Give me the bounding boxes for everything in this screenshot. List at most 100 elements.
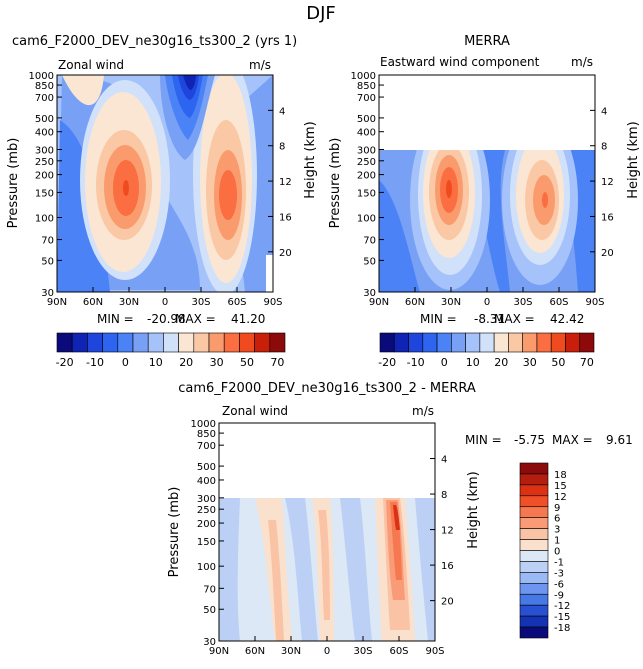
obs-lat-tick-label: 60S (549, 297, 568, 308)
obs-pressure-tick-label: 200 (357, 171, 376, 182)
obs-units: m/s (571, 55, 593, 69)
obs-colorbar-label: -20 (378, 356, 396, 369)
diff-colorbar-swatch (519, 572, 549, 584)
diff-ylabel: Pressure (mb) (167, 487, 182, 578)
obs-min-label: MIN = (420, 312, 457, 326)
diff-height-tick-label: 8 (441, 490, 447, 501)
model-colorbar-label: 10 (149, 356, 163, 369)
diff-pressure-tick-label: 300 (197, 494, 216, 505)
diff-colorbar-label: -3 (554, 568, 564, 579)
model-pressure-tick-label: 1000 (29, 71, 54, 82)
obs-height-tick-label: 4 (601, 106, 607, 117)
diff-pressure-tick-label: 1000 (191, 419, 216, 430)
model-min-value: -20.98 (147, 312, 186, 326)
obs-colorbar-label: -10 (407, 356, 425, 369)
diff-pressure-tick-label: 70 (203, 584, 216, 595)
model-pressure-tick-label: 300 (35, 146, 54, 157)
panel-model: cam6_F2000_DEV_ne30g16_ts300_2 (yrs 1) Z… (6, 34, 318, 326)
diff-pressure-tick-label: 400 (197, 476, 216, 487)
model-colorbar-label: 50 (240, 356, 254, 369)
diff-variable: Zonal wind (222, 404, 288, 418)
obs-colorbar-swatch (479, 332, 495, 353)
obs-colorbar-swatch (550, 332, 566, 353)
diff-colorbar-swatch (519, 517, 549, 529)
model-units: m/s (249, 58, 271, 72)
model-colorbar-swatch (254, 332, 271, 353)
diff-colorbar-swatch (519, 561, 549, 573)
obs-pressure-tick-label: 1000 (351, 71, 376, 82)
diff-colorbar-label: -6 (554, 579, 564, 590)
obs-lat-tick-label: 90N (369, 297, 389, 308)
diff-height-tick-label: 20 (441, 597, 454, 608)
model-colorbar-swatch (223, 332, 240, 353)
obs-variable: Eastward wind component (380, 55, 540, 69)
obs-colorbar-label: 10 (466, 356, 480, 369)
obs-lat-tick-label: 90S (585, 297, 604, 308)
obs-colorbar-swatch (522, 332, 538, 353)
obs-y2label: Height (km) (626, 121, 641, 198)
model-colorbar-swatch (87, 332, 103, 353)
diff-colorbar-label: -15 (554, 612, 570, 623)
model-height-tick-label: 16 (279, 212, 292, 223)
model-height-tick-label: 12 (279, 177, 292, 188)
diff-y2label: Height (km) (466, 471, 481, 548)
diff-colorbar-swatch (519, 550, 549, 562)
diff-min-value: -5.75 (514, 433, 545, 447)
diff-colorbar-label: -1 (554, 557, 564, 568)
obs-colorbar-swatch (536, 332, 552, 353)
obs-ylabel: Pressure (mb) (328, 138, 343, 229)
obs-height-tick-label: 12 (601, 177, 614, 188)
obs-colorbar-label: 70 (580, 356, 594, 369)
model-colorbar-swatch (102, 332, 119, 353)
obs-colorbar-label: 30 (523, 356, 537, 369)
obs-lat-tick-label: 30S (513, 297, 532, 308)
obs-pressure-tick-label: 50 (363, 256, 376, 267)
model-pressure-tick-label: 200 (35, 171, 54, 182)
model-pressure-tick-label: 100 (35, 213, 54, 224)
model-pressure-tick-label: 250 (35, 157, 54, 168)
model-pressure-tick-label: 500 (35, 114, 54, 125)
diff-max-value: 9.61 (606, 433, 633, 447)
obs-colorbar-swatch (465, 332, 481, 353)
obs-lat-tick-label: 60N (405, 297, 425, 308)
diff-height-tick-label: 16 (441, 561, 454, 572)
model-colorbar-swatch (269, 332, 286, 353)
obs-contours (379, 150, 595, 292)
diff-pressure-tick-label: 850 (197, 429, 216, 440)
model-colorbar-swatch (193, 332, 210, 353)
model-lat-tick-label: 30N (119, 297, 139, 308)
diff-colorbar-label: 1 (554, 536, 560, 547)
diff-pressure-tick-label: 500 (197, 462, 216, 473)
diff-colorbar-swatch (519, 473, 549, 486)
model-colorbar-swatch (71, 332, 88, 353)
obs-pressure-tick-label: 700 (357, 93, 376, 104)
model-lat-tick-label: 60N (83, 297, 103, 308)
model-variable: Zonal wind (58, 58, 124, 72)
diff-pressure-tick-label: 700 (197, 441, 216, 452)
model-pressure-tick-label: 70 (41, 236, 54, 247)
diff-lat-tick-label: 60S (389, 646, 408, 657)
diff-min-label: MIN = (465, 433, 502, 447)
obs-pressure-tick-label: 30 (363, 288, 376, 299)
model-height-tick-label: 4 (279, 106, 285, 117)
obs-min-value: -8.31 (474, 312, 505, 326)
obs-pressure-tick-label: 150 (357, 188, 376, 199)
diff-colorbar-swatch (519, 583, 549, 595)
obs-colorbar-swatch (451, 332, 466, 353)
model-colorbar-label: 0 (122, 356, 129, 369)
model-pressure-tick-label: 30 (41, 288, 54, 299)
model-contours (57, 75, 273, 292)
obs-height-tick-label: 16 (601, 212, 614, 223)
obs-pressure-tick-label: 300 (357, 146, 376, 157)
diff-colorbar-label: -12 (554, 601, 570, 612)
diff-lat-tick-label: 0 (324, 646, 330, 657)
model-colorbar-swatch (147, 332, 164, 353)
diff-colorbar-label: -9 (554, 590, 564, 601)
obs-pressure-tick-label: 100 (357, 213, 376, 224)
diff-pressure-tick-label: 50 (203, 605, 216, 616)
obs-max-label: MAX = (494, 312, 535, 326)
diff-pressure-tick-label: 30 (203, 637, 216, 648)
obs-colorbar-swatch (579, 332, 595, 353)
diff-lat-tick-label: 30N (281, 646, 301, 657)
